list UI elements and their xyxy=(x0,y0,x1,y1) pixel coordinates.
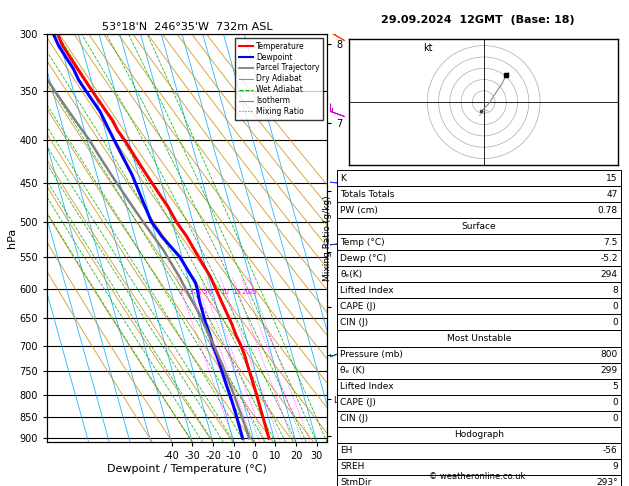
Text: 2: 2 xyxy=(179,289,183,295)
Text: θₑ(K): θₑ(K) xyxy=(340,270,362,279)
Text: StmDir: StmDir xyxy=(340,478,372,486)
Text: Most Unstable: Most Unstable xyxy=(447,334,511,343)
Text: 5: 5 xyxy=(203,289,207,295)
Text: Hodograph: Hodograph xyxy=(454,430,504,439)
Text: 294: 294 xyxy=(601,270,618,279)
Text: 5: 5 xyxy=(612,382,618,391)
Text: 9: 9 xyxy=(612,462,618,471)
Y-axis label: hPa: hPa xyxy=(7,228,17,248)
Legend: Temperature, Dewpoint, Parcel Trajectory, Dry Adiabat, Wet Adiabat, Isotherm, Mi: Temperature, Dewpoint, Parcel Trajectory… xyxy=(235,38,323,120)
Text: Pressure (mb): Pressure (mb) xyxy=(340,350,403,359)
Text: SREH: SREH xyxy=(340,462,365,471)
Text: 0: 0 xyxy=(612,318,618,327)
Text: 8: 8 xyxy=(612,286,618,295)
Text: © weatheronline.co.uk: © weatheronline.co.uk xyxy=(429,472,526,481)
Text: 0: 0 xyxy=(612,302,618,311)
Text: K: K xyxy=(340,174,346,183)
Text: 25: 25 xyxy=(248,289,257,295)
Text: 0: 0 xyxy=(612,398,618,407)
Text: 0.78: 0.78 xyxy=(598,206,618,215)
Text: -56: -56 xyxy=(603,446,618,455)
Text: kt: kt xyxy=(423,43,432,53)
Y-axis label: km
ASL: km ASL xyxy=(354,228,370,248)
Text: CIN (J): CIN (J) xyxy=(340,414,369,423)
Text: Dewp (°C): Dewp (°C) xyxy=(340,254,387,263)
Text: Lifted Index: Lifted Index xyxy=(340,382,394,391)
X-axis label: Dewpoint / Temperature (°C): Dewpoint / Temperature (°C) xyxy=(107,464,267,474)
Text: 4: 4 xyxy=(196,289,201,295)
Text: 7.5: 7.5 xyxy=(603,238,618,247)
Text: 6: 6 xyxy=(208,289,212,295)
Text: 15: 15 xyxy=(232,289,242,295)
Text: 10: 10 xyxy=(220,289,229,295)
Text: LCL: LCL xyxy=(333,396,348,405)
Text: EH: EH xyxy=(340,446,353,455)
Text: 20: 20 xyxy=(242,289,250,295)
Text: 293°: 293° xyxy=(596,478,618,486)
Text: PW (cm): PW (cm) xyxy=(340,206,378,215)
Text: Mixing Ratio (g/kg): Mixing Ratio (g/kg) xyxy=(323,195,331,281)
Text: 15: 15 xyxy=(606,174,618,183)
Text: CAPE (J): CAPE (J) xyxy=(340,398,376,407)
Text: 47: 47 xyxy=(606,190,618,199)
Text: -5.2: -5.2 xyxy=(600,254,618,263)
Text: 0: 0 xyxy=(612,414,618,423)
Text: Totals Totals: Totals Totals xyxy=(340,190,394,199)
Text: CAPE (J): CAPE (J) xyxy=(340,302,376,311)
Text: 800: 800 xyxy=(601,350,618,359)
Text: θₑ (K): θₑ (K) xyxy=(340,366,365,375)
Text: 299: 299 xyxy=(601,366,618,375)
Text: 3: 3 xyxy=(189,289,193,295)
Text: Temp (°C): Temp (°C) xyxy=(340,238,385,247)
Text: CIN (J): CIN (J) xyxy=(340,318,369,327)
Text: 29.09.2024  12GMT  (Base: 18): 29.09.2024 12GMT (Base: 18) xyxy=(381,15,574,25)
Text: Lifted Index: Lifted Index xyxy=(340,286,394,295)
Text: Surface: Surface xyxy=(462,222,496,231)
Title: 53°18'N  246°35'W  732m ASL: 53°18'N 246°35'W 732m ASL xyxy=(102,22,272,32)
